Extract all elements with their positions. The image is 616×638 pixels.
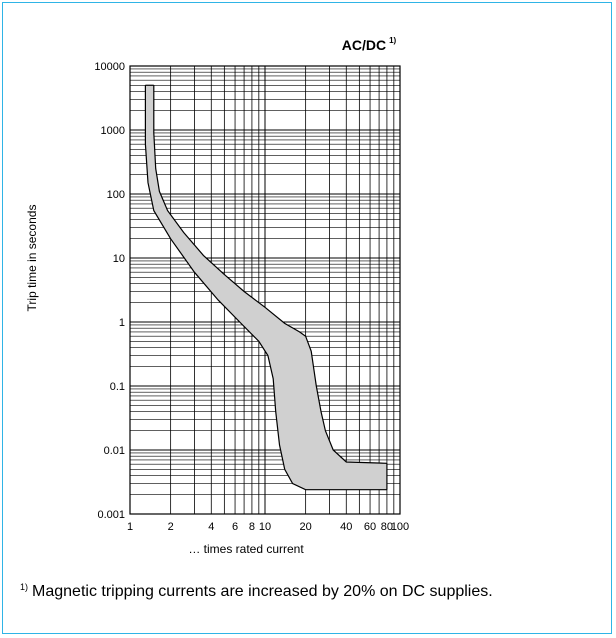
x-tick-label: 10: [259, 521, 271, 533]
x-tick-label: 4: [208, 521, 214, 533]
x-tick-label: 60: [364, 521, 376, 533]
chart-title-text: AC/DC: [342, 37, 386, 53]
y-tick-label: 100: [107, 189, 125, 201]
y-tick-label: 10: [113, 253, 125, 265]
x-tick-label: 100: [391, 521, 409, 533]
y-axis-label: Trip time in seconds: [25, 205, 39, 312]
plot-area-border: [129, 65, 401, 515]
y-tick-label: 0.001: [97, 509, 125, 521]
grid: [129, 65, 401, 515]
chart-title-footnote-mark: 1): [389, 36, 396, 45]
y-tick-label: 1000: [101, 125, 125, 137]
chart-title: AC/DC 1): [342, 36, 397, 53]
footnote: 1) Magnetic tripping currents are increas…: [20, 582, 493, 601]
x-tick-label: 20: [300, 521, 312, 533]
x-axis-label: … times rated current: [188, 542, 304, 556]
y-tick-label: 10000: [94, 61, 125, 73]
x-tick-label: 80: [381, 521, 393, 533]
x-tick-label: 2: [168, 521, 174, 533]
footnote-mark: 1): [20, 582, 29, 592]
y-tick-label: 0.1: [110, 381, 125, 393]
y-tick-label: 1: [119, 317, 125, 329]
x-tick-label: 8: [249, 521, 255, 533]
x-tick-label: 6: [232, 521, 238, 533]
footnote-text: Magnetic tripping currents are increased…: [32, 583, 493, 600]
trip-band-fill: [145, 85, 387, 490]
lower-trip-curve: [144, 85, 387, 491]
y-tick-label: 0.01: [104, 445, 125, 457]
x-tick-label: 40: [340, 521, 352, 533]
trip-band: [144, 84, 388, 491]
axes: 1 2 4 6 8 10 20 40 60 801000.0010.010.11101001000…: [94, 61, 409, 533]
upper-trip-curve: [153, 85, 387, 464]
x-tick-label: 1: [127, 521, 133, 533]
